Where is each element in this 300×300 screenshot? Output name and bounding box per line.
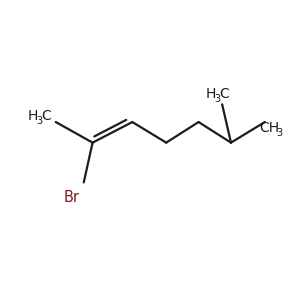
Text: C: C [41,109,51,123]
Text: CH: CH [259,121,279,135]
Text: C: C [219,87,229,101]
Text: 3: 3 [37,116,43,126]
Text: H: H [28,109,38,123]
Text: H: H [206,87,216,101]
Text: 3: 3 [215,94,221,104]
Text: 3: 3 [276,128,282,138]
Text: Br: Br [64,190,80,205]
